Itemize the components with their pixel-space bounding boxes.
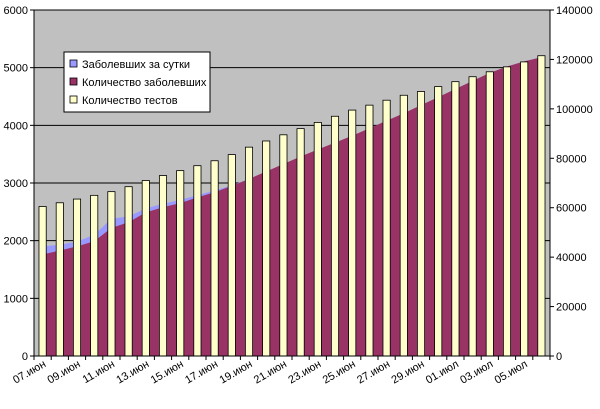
x-tick-label: 23.июн: [286, 358, 323, 386]
legend-swatch: [70, 60, 77, 67]
x-tick-label: 05.июл: [493, 358, 530, 386]
x-tick-label: 21.июн: [252, 358, 289, 386]
x-tick-label: 27.июн: [355, 358, 392, 386]
test-bar: [211, 161, 218, 356]
test-bar: [91, 195, 98, 356]
test-bar: [452, 82, 459, 356]
x-tick-label: 13.июн: [114, 358, 151, 386]
test-bar: [435, 87, 442, 356]
y-right-tick-label: 120000: [556, 54, 593, 66]
x-tick-label: 15.июн: [149, 358, 186, 386]
test-bar: [73, 199, 80, 356]
y-left-tick-label: 4000: [4, 120, 28, 132]
legend: Заболевших за сутки Количество заболевших…: [64, 52, 210, 112]
test-bar: [521, 62, 528, 356]
y-right-tick-label: 20000: [556, 302, 587, 314]
x-tick-label: 03.июл: [458, 358, 495, 386]
x-tick-label: 25.июн: [321, 358, 358, 386]
test-bar: [400, 95, 407, 356]
y-left-tick-label: 2000: [4, 236, 28, 248]
test-bar: [142, 181, 149, 356]
legend-entry: Количество тестов: [82, 95, 178, 107]
y-left-tick-label: 3000: [4, 178, 28, 190]
y-right-tick-label: 140000: [556, 5, 593, 17]
legend-entry: Заболевших за сутки: [82, 59, 190, 71]
test-bar: [108, 192, 115, 356]
test-bar: [383, 100, 390, 356]
test-bar: [417, 92, 424, 356]
test-bar: [349, 110, 356, 356]
y-right-tick-label: 0: [556, 351, 562, 363]
test-bar: [503, 67, 510, 356]
x-tick-label: 07.июн: [11, 358, 48, 386]
x-tick-label: 17.июн: [183, 358, 220, 386]
test-bar: [314, 122, 321, 356]
y-right-tick-label: 100000: [556, 104, 593, 116]
test-bar: [280, 135, 287, 356]
x-tick-label: 01.июл: [424, 358, 461, 386]
y-left-tick-label: 0: [22, 351, 28, 363]
y-left-tick-label: 1000: [4, 293, 28, 305]
x-tick-label: 19.июн: [218, 358, 255, 386]
test-bar: [159, 176, 166, 356]
test-bar: [538, 56, 545, 356]
y-right-tick-label: 80000: [556, 153, 587, 165]
test-bar: [194, 166, 201, 356]
test-bar: [263, 141, 270, 356]
y-right-tick-label: 40000: [556, 252, 587, 264]
legend-entry: Количество заболевших: [82, 77, 207, 89]
y-left-tick-label: 6000: [4, 5, 28, 17]
test-bar: [331, 116, 338, 356]
test-bar: [39, 206, 46, 356]
test-bar: [366, 105, 373, 356]
test-bar: [469, 77, 476, 356]
x-tick-label: 11.июн: [81, 358, 117, 386]
y-left-tick-label: 5000: [4, 63, 28, 75]
test-bar: [486, 72, 493, 356]
test-bar: [245, 147, 252, 356]
test-bar: [177, 171, 184, 356]
test-bar: [56, 203, 63, 356]
test-bar: [228, 155, 235, 356]
y-right-tick-label: 60000: [556, 203, 587, 215]
x-tick-label: 29.июн: [390, 358, 427, 386]
legend-swatch: [70, 96, 77, 103]
test-bar: [297, 129, 304, 356]
x-tick-label: 09.июн: [46, 358, 83, 386]
test-bar: [125, 187, 132, 356]
legend-swatch: [70, 78, 77, 85]
